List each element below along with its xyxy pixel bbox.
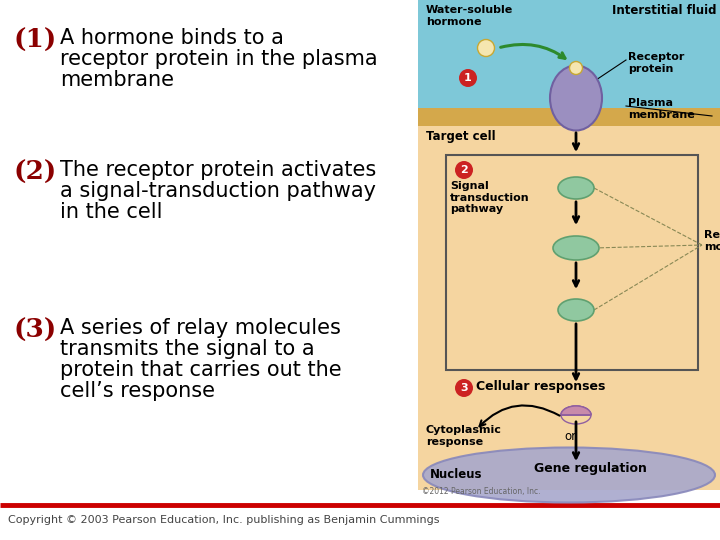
- Text: Plasma
membrane: Plasma membrane: [628, 98, 695, 119]
- Text: or: or: [564, 430, 576, 443]
- Text: protein that carries out the: protein that carries out the: [60, 360, 341, 380]
- Text: 3: 3: [460, 383, 468, 393]
- Text: a signal-transduction pathway: a signal-transduction pathway: [60, 181, 376, 201]
- Ellipse shape: [423, 448, 715, 503]
- Text: (2): (2): [14, 160, 58, 185]
- Bar: [418, 108, 720, 126]
- Ellipse shape: [558, 177, 594, 199]
- Text: in the cell: in the cell: [60, 202, 163, 222]
- Circle shape: [455, 161, 473, 179]
- Text: Interstitial fluid: Interstitial fluid: [611, 4, 716, 17]
- Text: A hormone binds to a: A hormone binds to a: [60, 28, 284, 48]
- Text: cell’s response: cell’s response: [60, 381, 215, 401]
- Text: transmits the signal to a: transmits the signal to a: [60, 339, 315, 359]
- Text: 2: 2: [460, 165, 468, 175]
- Text: Signal
transduction
pathway: Signal transduction pathway: [450, 181, 530, 214]
- Circle shape: [455, 379, 473, 397]
- Ellipse shape: [558, 299, 594, 321]
- Text: receptor protein in the plasma: receptor protein in the plasma: [60, 49, 377, 69]
- Text: The receptor protein activates: The receptor protein activates: [60, 160, 377, 180]
- Ellipse shape: [553, 236, 599, 260]
- Ellipse shape: [561, 406, 591, 424]
- Ellipse shape: [477, 39, 495, 57]
- Text: Relay
molecules: Relay molecules: [704, 230, 720, 252]
- Polygon shape: [561, 406, 591, 415]
- Bar: [560, 415, 592, 427]
- Ellipse shape: [550, 65, 602, 131]
- Text: membrane: membrane: [60, 70, 174, 90]
- Text: ©2012 Pearson Education, Inc.: ©2012 Pearson Education, Inc.: [422, 487, 541, 496]
- Ellipse shape: [561, 406, 591, 424]
- Bar: [560, 415, 592, 430]
- Text: Target cell: Target cell: [426, 130, 495, 143]
- Text: Receptor
protein: Receptor protein: [628, 52, 685, 73]
- Text: Nucleus: Nucleus: [430, 468, 482, 481]
- Text: Copyright © 2003 Pearson Education, Inc. publishing as Benjamin Cummings: Copyright © 2003 Pearson Education, Inc.…: [8, 515, 439, 525]
- Text: A series of relay molecules: A series of relay molecules: [60, 318, 341, 338]
- Text: Water-soluble
hormone: Water-soluble hormone: [426, 5, 513, 26]
- Text: (3): (3): [14, 318, 58, 343]
- Text: (1): (1): [14, 28, 58, 53]
- Bar: [418, 126, 720, 490]
- Bar: [446, 155, 698, 370]
- Text: Cytoplasmic
response: Cytoplasmic response: [426, 425, 502, 447]
- Text: Gene regulation: Gene regulation: [534, 462, 647, 475]
- Text: Cellular responses: Cellular responses: [476, 380, 606, 393]
- Circle shape: [459, 69, 477, 87]
- Bar: [418, 0, 720, 108]
- Ellipse shape: [570, 62, 582, 75]
- Text: 1: 1: [464, 73, 472, 83]
